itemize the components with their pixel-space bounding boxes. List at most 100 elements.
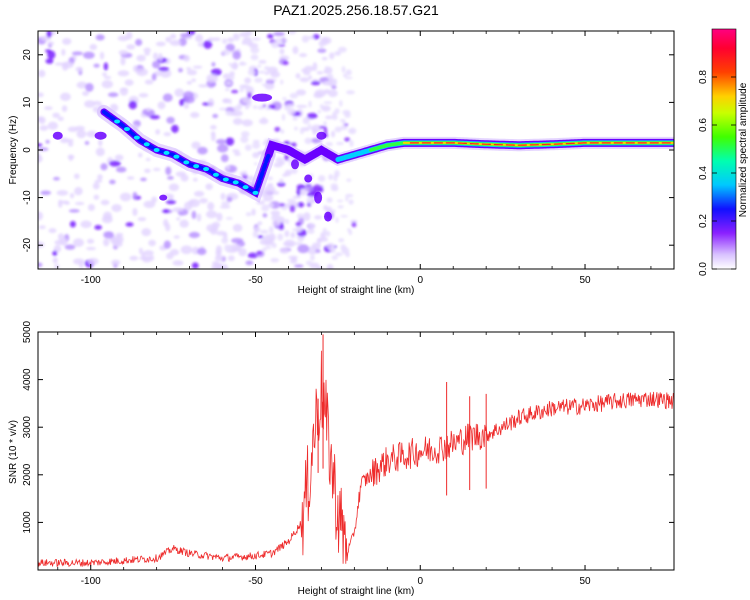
heatmap-blob (205, 183, 213, 191)
heatmap-blob (57, 116, 64, 121)
heatmap-blob (307, 246, 319, 255)
heatmap-blob (228, 62, 232, 66)
heatmap-blob (180, 245, 193, 255)
heatmap-blob (302, 117, 310, 125)
heatmap-blob (282, 60, 289, 66)
heatmap-blob (76, 81, 88, 89)
heatmap-blob (330, 246, 336, 254)
heatmap-blob (141, 228, 152, 237)
heatmap-blob (52, 112, 60, 119)
heatmap-blob (292, 195, 302, 199)
heatmap-blob (336, 199, 344, 203)
heatmap-blob (259, 118, 269, 125)
heatmap-blob (295, 73, 301, 79)
heatmap-blob (289, 205, 296, 213)
heatmap-blob (314, 215, 322, 220)
heatmap-blob (226, 164, 230, 171)
heatmap-blob (271, 41, 280, 49)
heatmap-blob (262, 104, 266, 108)
heatmap-blob (308, 100, 312, 108)
heatmap-blob (125, 31, 133, 40)
heatmap-blob (211, 62, 216, 67)
heatmap-blob (210, 68, 222, 76)
heatmap-blob (270, 215, 279, 221)
heatmap-blob (85, 83, 94, 92)
heatmap-blob (315, 249, 321, 253)
heatmap-blob (279, 178, 284, 184)
heatmap-blob (84, 141, 90, 145)
heatmap-blob (132, 207, 138, 217)
heatmap-blob (239, 61, 245, 66)
heatmap-blob (335, 217, 339, 223)
heatmap-blob (138, 93, 149, 98)
heatmap-blob (94, 225, 102, 230)
heatmap-blob (317, 266, 322, 269)
spectrogram-x-axis-label: Height of straight line (km) (298, 285, 415, 296)
heatmap-blob (138, 152, 143, 158)
heatmap-blob (295, 89, 307, 96)
heatmap-blob (172, 260, 184, 266)
heatmap-blob (326, 73, 334, 80)
heatmap-blob (163, 240, 171, 249)
heatmap-blob (207, 98, 215, 108)
ridge-spot (133, 135, 140, 140)
heatmap-blob (216, 212, 223, 222)
heatmap-blob (296, 104, 308, 108)
heatmap-blob (297, 244, 310, 254)
heatmap-blob (64, 244, 76, 250)
heatmap-blob (280, 79, 284, 85)
heatmap-blob (264, 246, 272, 250)
heatmap-blob (307, 112, 318, 119)
heatmap-blob (340, 214, 348, 218)
heatmap-blob (221, 237, 229, 244)
heatmap-blob (331, 255, 338, 260)
heatmap-blob (53, 176, 60, 181)
heatmap-blob (292, 116, 298, 121)
heatmap-blob (69, 220, 76, 228)
heatmap-blob (97, 174, 103, 181)
heatmap-blob (198, 84, 209, 88)
heatmap-blob (92, 182, 100, 190)
heatmap-blob (129, 255, 139, 261)
heatmap-blob (350, 219, 358, 224)
heatmap-blob (125, 222, 134, 227)
heatmap-blob (38, 211, 44, 221)
heatmap-blob (308, 223, 316, 229)
heatmap-blob (54, 264, 60, 269)
spectrogram-y-axis-label: Frequency (Hz) (8, 116, 19, 185)
heatmap-blob (246, 100, 252, 108)
y-tick-label: -20 (22, 238, 33, 253)
heatmap-blob (73, 258, 85, 265)
heatmap-blob (277, 182, 286, 187)
heatmap-blob (263, 197, 268, 202)
ridge-spot (252, 190, 259, 195)
ridge-spot (173, 154, 180, 159)
ridge-spot (143, 142, 150, 147)
heatmap-blob (290, 232, 296, 239)
heatmap-blob (74, 187, 83, 196)
heatmap-blob (257, 64, 262, 68)
heatmap-blob (247, 252, 259, 259)
heatmap-blob (44, 106, 53, 111)
heatmap-blob (210, 124, 217, 130)
heatmap-blob (263, 185, 276, 194)
heatmap-blob (222, 49, 231, 56)
heatmap-blob (244, 77, 252, 84)
heatmap-blob (52, 257, 58, 264)
y-tick-label: 4000 (22, 368, 33, 391)
heatmap-blob (39, 125, 49, 131)
heatmap-blob (349, 140, 354, 147)
heatmap-blob (267, 176, 274, 181)
heatmap-blob (225, 137, 235, 146)
heatmap-blob (301, 35, 310, 43)
snr-x-axis-label: Height of straight line (km) (298, 586, 415, 597)
heatmap-blob (261, 247, 267, 252)
heatmap-blob (262, 117, 266, 121)
heatmap-blob (62, 61, 74, 69)
heatmap-blob (314, 89, 327, 97)
heatmap-blob (344, 76, 353, 80)
heatmap-blob (102, 72, 107, 77)
heatmap-blob (71, 51, 84, 56)
heatmap-blob (337, 46, 347, 53)
heatmap-blob (282, 173, 288, 177)
